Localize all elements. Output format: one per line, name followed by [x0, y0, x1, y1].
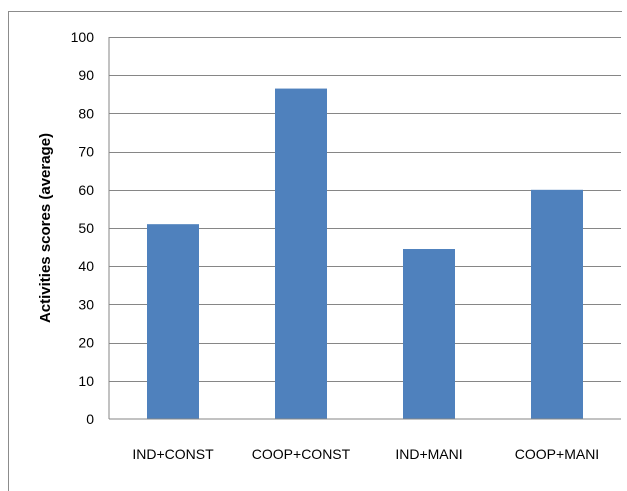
- y-tick-label: 90: [78, 67, 94, 83]
- bar-ind-const: [147, 224, 199, 419]
- y-tick-label: 0: [86, 411, 94, 427]
- y-tick-label: 10: [78, 373, 94, 389]
- bar-coop-mani: [531, 189, 583, 419]
- x-tick-label: COOP+CONST: [252, 446, 351, 462]
- x-tick-label: IND+CONST: [132, 446, 214, 462]
- y-tick-label: 100: [71, 29, 95, 45]
- bar-coop-const: [275, 88, 327, 419]
- y-tick-label: 70: [78, 144, 94, 160]
- y-axis-title: Activities scores (average): [37, 133, 54, 323]
- y-tick-label: 80: [78, 105, 94, 121]
- y-tick-label: 40: [78, 258, 94, 274]
- y-tick-label: 50: [78, 220, 94, 236]
- bars: [147, 88, 583, 419]
- y-tick-label: 30: [78, 296, 94, 312]
- y-tick-labels: 0 10 20 30 40 50 60 70 80 90 100: [71, 29, 95, 427]
- x-tick-labels: IND+CONST COOP+CONST IND+MANI COOP+MANI: [132, 446, 599, 462]
- y-tick-label: 20: [78, 335, 94, 351]
- y-tick-label: 60: [78, 182, 94, 198]
- x-tick-label: COOP+MANI: [515, 446, 599, 462]
- x-tick-label: IND+MANI: [395, 446, 462, 462]
- bar-ind-mani: [403, 249, 455, 419]
- axes: [108, 37, 621, 420]
